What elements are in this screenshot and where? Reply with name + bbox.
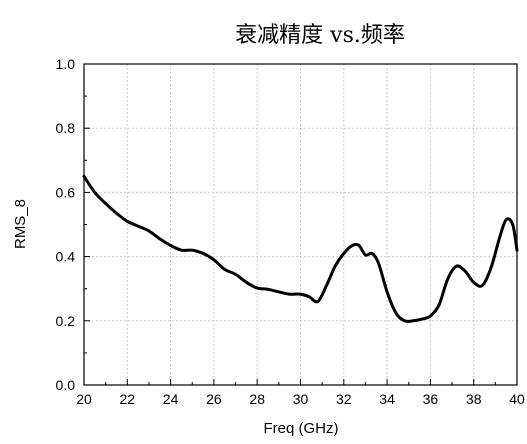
y-tick-label: 0.4 <box>56 249 76 265</box>
y-tick-label: 0.2 <box>56 313 76 329</box>
series-line-rms-8 <box>82 174 519 323</box>
x-tick-label: 30 <box>293 391 309 407</box>
series-layer <box>82 174 519 323</box>
y-tick-label: 1.0 <box>56 56 76 72</box>
chart-title: 衰减精度 vs.频率 <box>235 23 405 48</box>
x-tick-label: 34 <box>379 391 395 407</box>
x-tick-label: 36 <box>423 391 439 407</box>
x-tick-label: 26 <box>206 391 222 407</box>
x-tick-label: 20 <box>76 391 92 407</box>
x-tick-label: 40 <box>509 391 525 407</box>
y-axis-title: RMS_8 <box>12 199 29 249</box>
grid-lines <box>84 64 517 385</box>
x-tick-label: 38 <box>466 391 482 407</box>
x-tick-label: 28 <box>249 391 265 407</box>
axis-ticks: 20 22 24 26 28 30 32 34 36 38 40 0.0 0.2 0.4 0.6 0.8 1.0 <box>56 56 525 407</box>
y-tick-label: 0.8 <box>56 120 76 136</box>
x-axis-title: Freq (GHz) <box>264 420 339 437</box>
y-tick-label: 0.6 <box>56 184 76 200</box>
x-tick-label: 22 <box>120 391 136 407</box>
y-tick-label: 0.0 <box>56 377 76 393</box>
x-tick-label: 32 <box>336 391 352 407</box>
x-tick-label: 24 <box>163 391 179 407</box>
